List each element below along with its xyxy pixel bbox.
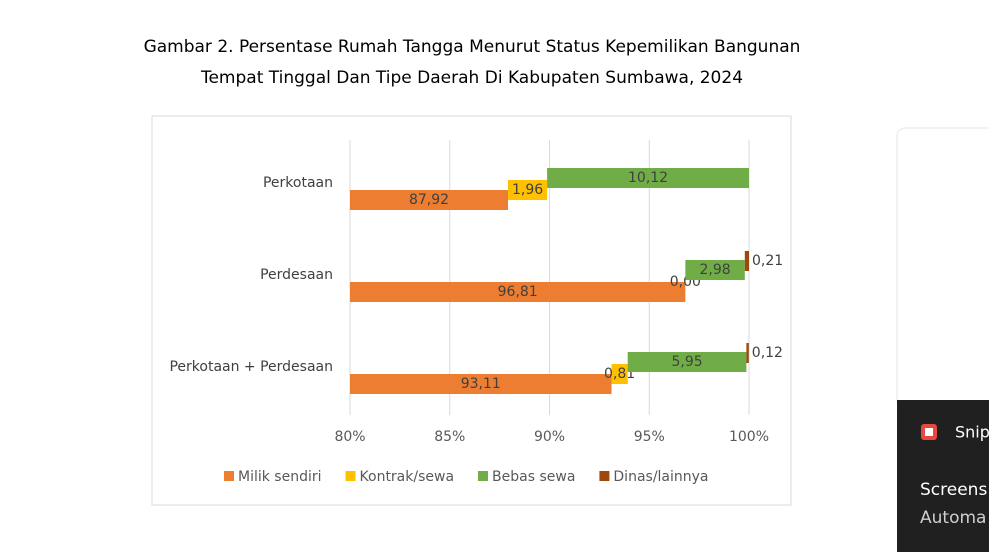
legend-swatch [478, 471, 489, 481]
bar-segment [627, 352, 747, 372]
x-tick-label: 85% [434, 429, 465, 445]
data-label: 5,95 [671, 354, 702, 370]
x-tick-label: 95% [634, 429, 665, 445]
bar-segment [746, 343, 749, 363]
y-tick-label: Perkotaan + Perdesaan [169, 359, 333, 375]
legend-swatch [345, 471, 356, 481]
bar-segment [350, 190, 509, 210]
bar-segment [508, 180, 548, 200]
data-label: 1,96 [512, 182, 543, 198]
data-label: 2,98 [699, 262, 730, 278]
plot: 80% 85% 90% 95% 100% Perkotaan 87,92 1,96 10,12 P… [169, 140, 783, 485]
data-label: 0,21 [752, 253, 783, 269]
chart-title: Gambar 2. Persentase Rumah Tangga Menuru… [144, 37, 801, 57]
bar-segment [547, 168, 749, 188]
y-tick-label: Perkotaan [263, 175, 333, 191]
data-label: 0,12 [752, 345, 783, 361]
x-tick-label: 100% [729, 429, 769, 445]
notification-panel[interactable] [897, 400, 989, 556]
notification-app: Snip [955, 423, 989, 442]
x-tick-label: 90% [534, 429, 565, 445]
legend-label: Milik sendiri [238, 469, 322, 485]
data-label: 10,12 [628, 170, 668, 186]
data-label: 0,81 [604, 366, 635, 382]
data-label: 96,81 [498, 284, 538, 300]
legend-label: Kontrak/sewa [360, 469, 455, 485]
app-icon-inner [925, 428, 933, 436]
bar-segment [350, 282, 686, 302]
legend-label: Dinas/lainnya [613, 469, 708, 485]
bar-segment [685, 260, 745, 280]
bar-segment [611, 364, 628, 384]
x-tick-label: 80% [334, 429, 365, 445]
legend-swatch [224, 471, 234, 481]
data-label: 87,92 [409, 192, 449, 208]
notification-card [896, 127, 989, 409]
bar-segment [350, 374, 612, 394]
y-tick-label: Perdesaan [260, 267, 333, 283]
chart-title: Tempat Tinggal Dan Tipe Daerah Di Kabupa… [200, 68, 743, 88]
bar-segment [744, 251, 749, 271]
notification-body: Automa [920, 508, 986, 528]
legend-swatch [599, 471, 610, 481]
data-label: 93,11 [461, 376, 501, 392]
legend-label: Bebas sewa [492, 469, 575, 485]
notification-heading: Screens [920, 480, 987, 500]
